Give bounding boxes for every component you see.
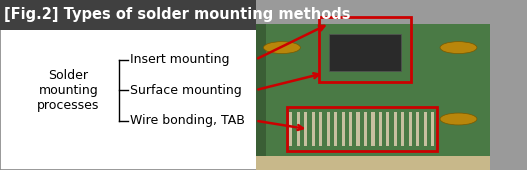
Bar [327,112,330,146]
Bar [364,112,367,146]
Circle shape [440,42,477,54]
Bar [334,112,337,146]
Bar [416,112,419,146]
Bar [0,0,256,30]
Circle shape [440,113,477,125]
Bar [394,112,397,146]
Bar [319,17,411,82]
Text: Insert mounting: Insert mounting [130,53,230,66]
Text: [Fig.2] Types of solder mounting methods: [Fig.2] Types of solder mounting methods [4,7,350,22]
Bar [289,112,292,146]
Bar [431,112,434,146]
Bar [287,107,437,151]
Text: Wire bonding, TAB: Wire bonding, TAB [130,114,245,127]
Bar [372,112,375,146]
Bar [424,112,427,146]
Bar [256,156,527,170]
Bar [329,34,401,71]
Bar [356,112,359,146]
Bar [386,112,389,146]
Bar [319,112,323,146]
Bar [490,0,527,170]
Bar [256,0,527,24]
Bar [311,112,315,146]
Bar [341,112,345,146]
Bar [304,112,307,146]
Bar [401,112,404,146]
Bar [409,112,412,146]
Bar [379,112,382,146]
Circle shape [264,42,300,54]
Text: Surface mounting: Surface mounting [130,84,242,97]
Bar [349,112,352,146]
Bar [256,0,527,170]
Bar [256,24,266,156]
Text: Solder
mounting
processes: Solder mounting processes [37,69,100,112]
Bar [297,112,300,146]
